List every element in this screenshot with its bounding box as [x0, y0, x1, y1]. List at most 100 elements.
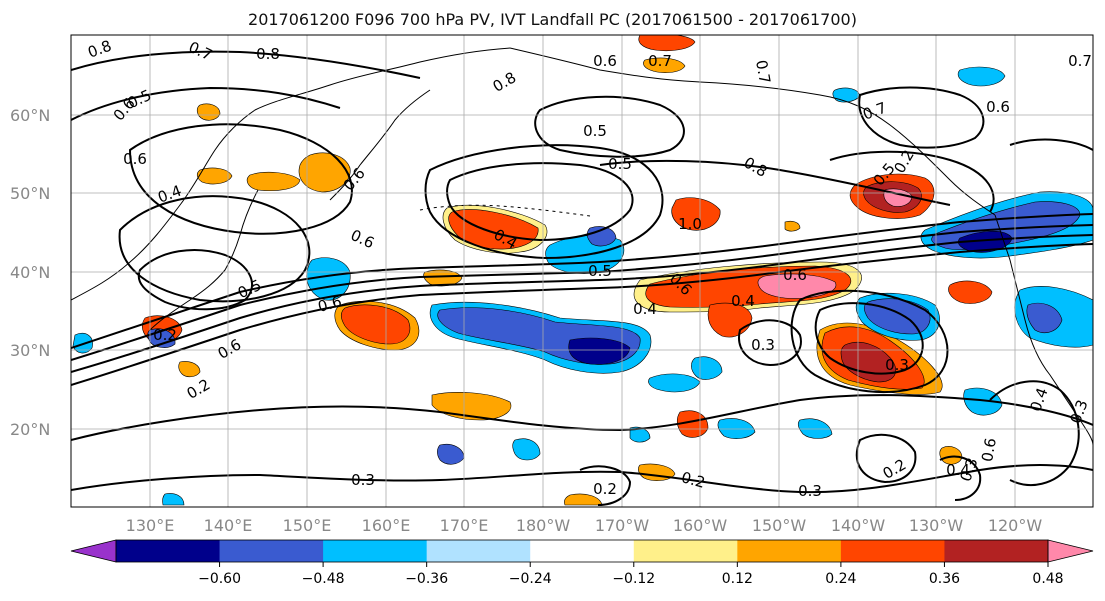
contour-line — [128, 123, 353, 235]
anomaly-blob — [340, 304, 411, 345]
colorbar-tick-label: −0.36 — [405, 571, 448, 587]
contour-label: 0.4 — [731, 292, 755, 310]
colorbar-segment — [633, 540, 738, 562]
contour-line — [939, 455, 982, 501]
contour-label: 0.3 — [351, 471, 375, 489]
contour-line — [71, 234, 1093, 373]
contour-label: 0.8 — [256, 45, 280, 63]
anomaly-blob — [840, 341, 896, 383]
anomaly-blob — [512, 438, 541, 461]
anomaly-blob — [162, 493, 185, 506]
anomaly-blob — [568, 337, 631, 365]
contour-label: 0.6 — [783, 266, 807, 284]
contour-label: 0.3 — [798, 482, 822, 500]
contour-label: 0.4 — [633, 300, 657, 318]
anomaly-blob — [957, 66, 1006, 87]
colorbar-tick-label: 0.36 — [929, 571, 960, 587]
contour-line — [71, 243, 1093, 386]
lat-label: 30°N — [10, 341, 50, 360]
coastline-asia — [71, 47, 511, 301]
lon-label: 160°E — [362, 516, 411, 535]
contour-label: 0.3 — [885, 356, 909, 374]
contour-label: 0.6 — [978, 437, 1000, 464]
colorbar-tick-label: −0.24 — [509, 571, 552, 587]
contour-label: 0.2 — [593, 480, 617, 498]
coastlines — [71, 47, 1093, 446]
colorbar-tick-label: −0.48 — [302, 571, 345, 587]
longitude-labels: 130°E 140°E 150°E 160°E 170°E 180°W 170°… — [126, 516, 1043, 535]
lon-label: 170°E — [440, 516, 489, 535]
lat-label: 50°N — [10, 184, 50, 203]
anomaly-blob — [196, 167, 233, 185]
lat-label: 40°N — [10, 263, 50, 282]
contour-label: 0.5 — [583, 122, 607, 140]
colorbar-segment — [426, 540, 531, 562]
contour-label: 0.4 — [946, 461, 970, 479]
colorbar-tick-label: 0.12 — [722, 571, 753, 587]
contour-label: 0.2 — [153, 326, 177, 344]
anomaly-blob — [448, 209, 539, 250]
contour-label: 0.6 — [593, 52, 617, 70]
coastline-kamchatka — [329, 89, 431, 201]
contour-label: 0.7 — [1068, 52, 1092, 70]
lon-label: 130°W — [909, 516, 964, 535]
anomaly-blob — [717, 418, 756, 439]
anomaly-fills — [72, 35, 1093, 506]
anomaly-blob — [564, 493, 603, 506]
anomaly-blob — [298, 152, 351, 193]
contour-label: 0.6 — [986, 98, 1010, 116]
contour-line — [71, 86, 341, 121]
lat-label: 20°N — [10, 420, 50, 439]
contour-line — [858, 86, 985, 149]
contour-label: 0.6 — [316, 292, 344, 316]
contour-line — [71, 464, 1093, 494]
anomaly-blob — [948, 280, 993, 304]
contour-label: 0.2 — [679, 468, 707, 492]
lon-label: 170°W — [595, 516, 650, 535]
contour-label: 0.6 — [123, 150, 147, 168]
contour-line — [534, 95, 685, 158]
contour-line — [738, 319, 802, 367]
coastline-north-america — [994, 214, 1093, 446]
colorbar-frame — [115, 539, 1049, 563]
contour-line — [446, 162, 634, 242]
contour-line — [579, 465, 632, 506]
contour-label: 1.0 — [678, 215, 702, 233]
colorbar-segment — [530, 540, 635, 562]
contour-line — [71, 394, 1093, 441]
coastline-alaska — [509, 47, 996, 216]
contour-label: 0.7 — [648, 52, 672, 70]
colorbar-segment — [219, 540, 324, 562]
lon-label: 180°W — [516, 516, 571, 535]
colorbar-tick-label: 0.24 — [825, 571, 856, 587]
colorbar: −0.60 −0.48 −0.36 −0.24 −0.12 0.12 0.24 0.36 0.4… — [70, 539, 1094, 587]
map-title: 2017061200 F096 700 hPa PV, IVT Landfall… — [248, 10, 857, 29]
anomaly-blob — [643, 57, 686, 73]
colorbar-tick-label: −0.60 — [198, 571, 241, 587]
colorbar-segment — [323, 540, 428, 562]
anomaly-blob — [178, 361, 201, 378]
contour-label: 0.7 — [752, 59, 774, 86]
colorbar-segment — [944, 540, 1049, 562]
colorbar-segment — [116, 540, 221, 562]
lon-label: 150°E — [283, 516, 332, 535]
colorbar-extend-min — [70, 539, 117, 563]
lat-label: 60°N — [10, 106, 50, 125]
contour-label: 0.3 — [751, 336, 775, 354]
anomaly-blob — [648, 373, 701, 393]
lon-label: 140°E — [204, 516, 253, 535]
anomaly-blob — [638, 35, 696, 52]
coastline-japan — [149, 189, 259, 331]
anomaly-blob — [963, 387, 1003, 416]
anomaly-blob — [784, 220, 801, 232]
colorbar-segment — [840, 540, 945, 562]
graticule — [71, 35, 1093, 507]
lon-label: 120°W — [988, 516, 1043, 535]
lon-label: 130°E — [126, 516, 175, 535]
contour-line — [599, 159, 951, 206]
anomaly-blob — [629, 426, 651, 443]
lon-label: 160°W — [673, 516, 728, 535]
lon-label: 140°W — [831, 516, 886, 535]
contour-label: 0.5 — [608, 155, 632, 173]
